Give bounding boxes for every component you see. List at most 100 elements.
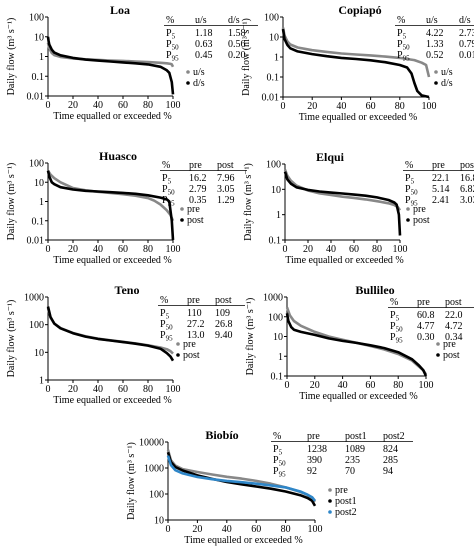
x-axis-label: Time equalled or exceeded %	[184, 535, 302, 546]
table-header-cell: %	[273, 431, 281, 442]
table-value-cell: 9.40	[215, 330, 233, 341]
y-tick-label: 100	[149, 490, 164, 501]
y-tick-label: 1000	[24, 293, 44, 304]
series-line-u-s	[281, 27, 431, 78]
y-tick-label: 100	[264, 13, 279, 24]
x-tick-label: 20	[68, 100, 78, 111]
series-line-pre	[283, 169, 402, 211]
legend-label-pre: pre	[443, 339, 456, 350]
table-percentile-cell: P50	[390, 321, 403, 334]
legend-marker-post2	[328, 510, 332, 514]
table-value-cell: 824	[383, 444, 398, 455]
table-header-cell: d/s	[228, 15, 240, 26]
x-tick-label: 80	[143, 244, 153, 255]
y-tick-label: 0.01	[262, 93, 280, 104]
table-header-cell: post1	[345, 431, 367, 442]
chart-copiapo: Copiapó 0.01 0.1 1 10 100 0 20 40 60 80 100 Time equ…	[241, 3, 474, 123]
table-value-cell: 0.20	[228, 50, 246, 61]
legend-marker-d-s	[186, 81, 190, 85]
y-tick-label: 0.1	[32, 72, 45, 83]
table-value-cell: 0.52	[426, 50, 444, 61]
table-header-cell: %	[405, 160, 413, 171]
legend-marker-pre	[176, 342, 180, 346]
x-tick-label: 60	[118, 244, 128, 255]
table-value-cell: 92	[307, 466, 317, 477]
y-tick-label: 10	[34, 348, 44, 359]
series-line-post	[46, 306, 175, 362]
y-tick-label: 10	[273, 332, 283, 343]
table-percentile-cell: P95	[160, 330, 173, 343]
legend-label-post: post	[187, 215, 204, 226]
table-value-cell: 235	[345, 455, 360, 466]
y-tick-label: 1	[39, 52, 44, 63]
x-tick-label: 60	[349, 244, 359, 255]
y-axis-label: Daily flow (m³ s⁻¹)	[243, 163, 254, 241]
legend-label-u-s: u/s	[193, 67, 205, 78]
x-tick-label: 80	[393, 380, 403, 391]
x-tick-label: 100	[166, 384, 181, 395]
legend-marker-post	[436, 353, 440, 357]
x-axis-label: Time equalled or exceeded %	[299, 391, 417, 402]
y-tick-label: 1000	[263, 293, 283, 304]
table-percentile-cell: P5	[160, 308, 170, 321]
series-line-post	[283, 171, 402, 236]
chart-biobio: Biobío 10 100 1000 10000 0 20 40 60 80 100 Time equ…	[126, 428, 413, 546]
table-percentile-cell: P50	[162, 184, 175, 197]
chart-title: Loa	[110, 3, 130, 17]
chart-title: Elqui	[316, 150, 345, 164]
y-tick-label: 10000	[139, 438, 164, 449]
legend-marker-post	[406, 218, 410, 222]
x-tick-label: 0	[46, 244, 51, 255]
x-tick-label: 0	[281, 101, 286, 112]
table-percentile-cell: P50	[273, 455, 286, 468]
x-tick-label: 80	[143, 100, 153, 111]
series-line-d-s	[281, 28, 430, 99]
x-tick-label: 20	[68, 244, 78, 255]
x-tick-label: 100	[422, 101, 437, 112]
x-axis-label: Time equalled or exceeded %	[53, 395, 171, 406]
x-tick-label: 20	[303, 244, 313, 255]
x-tick-label: 0	[285, 380, 290, 391]
legend-label-d-s: d/s	[441, 78, 453, 89]
table-value-cell: 3.03	[460, 195, 474, 206]
chart-title: Huasco	[99, 149, 137, 163]
x-tick-label: 0	[166, 524, 171, 535]
table-header-cell: post	[215, 295, 232, 306]
x-axis-label: Time equalled or exceeded %	[53, 255, 171, 266]
x-tick-label: 20	[68, 384, 78, 395]
table-value-cell: 1238	[307, 444, 327, 455]
x-tick-label: 40	[338, 380, 348, 391]
table-value-cell: 0.30	[417, 332, 435, 343]
y-tick-label: 0.1	[32, 216, 45, 227]
x-tick-label: 60	[365, 380, 375, 391]
y-tick-label: 1	[278, 352, 283, 363]
table-value-cell: 1089	[345, 444, 365, 455]
legend-marker-post	[176, 353, 180, 357]
legend-label-pre: pre	[187, 204, 200, 215]
table-value-cell: 0.45	[195, 50, 213, 61]
table-header-cell: post	[445, 297, 462, 308]
table-percentile-cell: P95	[405, 195, 418, 208]
legend-label-post: post	[443, 350, 460, 361]
table-percentile-cell: P95	[397, 50, 410, 63]
y-axis-label: Daily flow (m³ s⁻¹)	[241, 18, 252, 96]
legend-label-post: post	[413, 215, 430, 226]
x-tick-label: 40	[336, 101, 346, 112]
x-tick-label: 0	[46, 100, 51, 111]
y-tick-label: 1	[39, 376, 44, 387]
x-tick-label: 40	[222, 524, 232, 535]
y-tick-label: 0.01	[27, 92, 45, 103]
table-value-cell: 1.58	[228, 28, 246, 39]
table-value-cell: 4.77	[417, 321, 435, 332]
x-tick-label: 80	[281, 524, 291, 535]
legend-marker-post	[180, 218, 184, 222]
table-percentile-cell: P5	[166, 28, 176, 41]
table-header-cell: d/s	[459, 15, 471, 26]
table-header-cell: %	[397, 15, 405, 26]
table-percentile-cell: P50	[397, 39, 410, 52]
table-value-cell: 3.05	[217, 184, 235, 195]
table-header-cell: %	[160, 295, 168, 306]
